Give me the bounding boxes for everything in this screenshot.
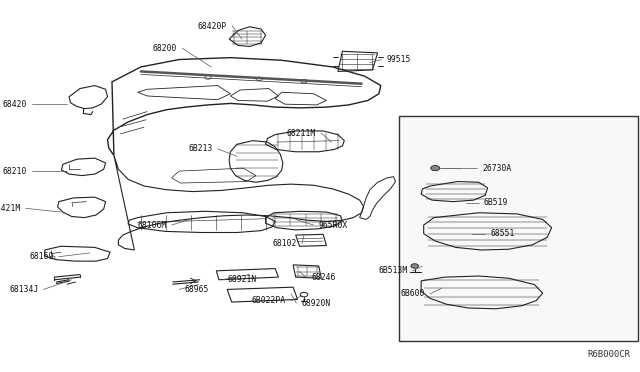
Text: R6B000CR: R6B000CR [588,350,630,359]
Text: 68211M: 68211M [287,129,316,138]
Text: 6B022PA: 6B022PA [252,296,286,305]
Text: 68965: 68965 [184,285,209,294]
Text: 68920N: 68920N [301,299,331,308]
Text: 99515: 99515 [387,55,411,64]
Text: 68169: 68169 [29,252,54,261]
Circle shape [431,166,440,171]
Text: 68106M: 68106M [137,221,166,230]
Text: 68246: 68246 [311,273,335,282]
Text: 68420: 68420 [3,100,27,109]
Text: 6B213: 6B213 [188,144,212,153]
Text: 68210: 68210 [3,167,27,176]
Text: 68134J: 68134J [9,285,38,294]
Circle shape [411,264,419,268]
Text: 68200: 68200 [153,44,177,53]
Text: 68421M: 68421M [0,204,20,213]
FancyBboxPatch shape [399,116,638,341]
Text: 26730A: 26730A [483,164,512,173]
Text: 965R0X: 965R0X [319,221,348,230]
Text: 6B513M: 6B513M [378,266,408,275]
Text: 68102: 68102 [273,239,297,248]
Text: 68551: 68551 [490,229,515,238]
Text: 6B519: 6B519 [484,198,508,207]
Text: 6B600: 6B600 [401,289,425,298]
Text: 68921N: 68921N [228,275,257,284]
Text: 68420P: 68420P [198,22,227,31]
